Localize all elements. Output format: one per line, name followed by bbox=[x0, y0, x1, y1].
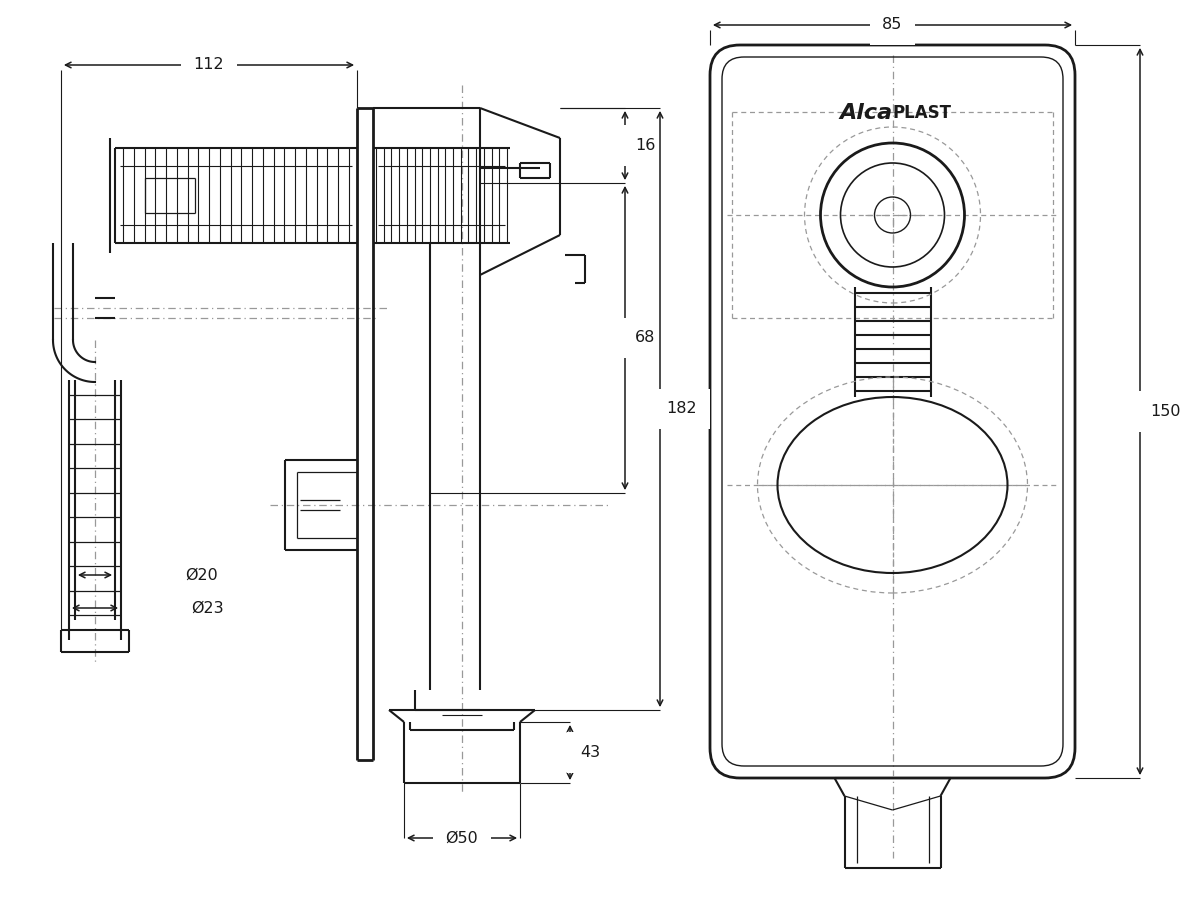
Text: Ø23: Ø23 bbox=[191, 601, 223, 615]
Text: 182: 182 bbox=[667, 402, 697, 416]
FancyBboxPatch shape bbox=[710, 45, 1075, 778]
Text: Ø20: Ø20 bbox=[185, 567, 217, 583]
Text: Ø50: Ø50 bbox=[445, 831, 479, 845]
Text: PLAST: PLAST bbox=[893, 104, 952, 122]
Text: 112: 112 bbox=[193, 58, 224, 72]
Text: 43: 43 bbox=[580, 745, 600, 760]
Text: 85: 85 bbox=[882, 17, 902, 33]
Text: 150: 150 bbox=[1150, 404, 1181, 419]
Text: 68: 68 bbox=[635, 330, 655, 346]
Text: 16: 16 bbox=[635, 138, 655, 153]
Text: Alca: Alca bbox=[839, 103, 893, 123]
